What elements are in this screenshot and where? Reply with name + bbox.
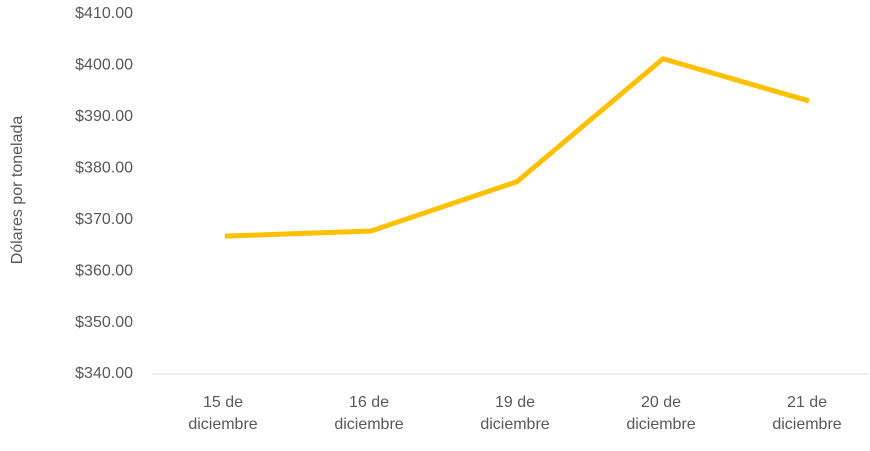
y-tick-label: $340.00 (75, 365, 133, 382)
x-tick-label: 21 de diciembre (772, 394, 842, 433)
x-tick-label: 16 de diciembre (334, 394, 404, 433)
x-tick-label: 20 de diciembre (626, 394, 696, 433)
line (224, 56, 810, 239)
y-tick-label: $410.00 (75, 5, 133, 22)
y-axis-label: Dólares por tonelada (9, 116, 26, 265)
y-tick-label: $380.00 (75, 160, 133, 177)
y-tick-label: $390.00 (75, 108, 133, 125)
x-tick-label: 19 de diciembre (480, 394, 550, 433)
y-tick-label: $370.00 (75, 211, 133, 228)
y-tick-label: $360.00 (75, 262, 133, 279)
y-tick-label: $400.00 (75, 57, 133, 74)
y-tick-label: $350.00 (75, 314, 133, 331)
x-tick-label: 15 de diciembre (188, 394, 258, 433)
